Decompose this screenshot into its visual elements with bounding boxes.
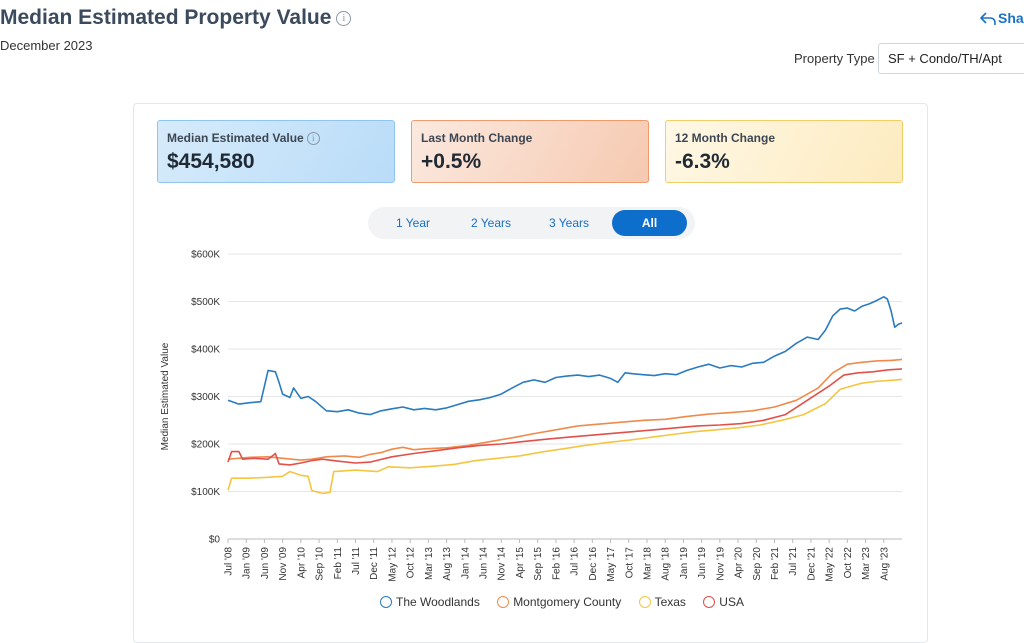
- x-tick-label: Jul '11: [351, 547, 362, 575]
- legend-marker-icon: [703, 596, 716, 608]
- x-tick-label: Mar '23: [861, 547, 872, 580]
- tab-all[interactable]: All: [612, 210, 687, 236]
- x-tick-label: Oct '17: [624, 547, 635, 579]
- property-value-chart: $0 $100K $200K $300K $400K $500K $600K Median E…: [160, 250, 903, 582]
- tab-2-years[interactable]: 2 Years: [470, 216, 512, 230]
- x-tick-label: Oct '12: [406, 547, 417, 579]
- info-icon[interactable]: i: [336, 10, 352, 26]
- chart-card: [133, 103, 928, 643]
- x-tick-label: Sep '20: [752, 547, 763, 581]
- y-tick-label: $200K: [191, 440, 220, 451]
- x-tick-label: Feb '11: [333, 547, 344, 580]
- range-tabs: 1 Year 2 Years 3 Years All: [368, 207, 695, 239]
- x-tick-label: Apr '15: [515, 547, 526, 579]
- series-line: [227, 368, 903, 466]
- legend-label: Montgomery County: [513, 595, 622, 609]
- property-type-select[interactable]: SF + Condo/TH/Apt: [878, 43, 1024, 74]
- share-button[interactable]: Share: [980, 10, 1024, 26]
- x-tick-label: Dec '21: [806, 547, 817, 581]
- x-tick-label: Jan '19: [679, 547, 690, 579]
- series-line: [227, 296, 903, 416]
- x-tick-label: Feb '16: [551, 547, 562, 580]
- x-tick-label: Aug '18: [661, 547, 672, 581]
- legend-label: USA: [719, 595, 744, 609]
- x-tick-label: Sep '15: [533, 547, 544, 581]
- x-tick-label: Jun '19: [697, 547, 708, 579]
- kpi-label: Median Estimated Value: [167, 131, 304, 145]
- x-tick-label: Jun '09: [260, 547, 271, 579]
- y-tick-label: $400K: [191, 345, 220, 356]
- x-tick-label: Jul '21: [788, 547, 799, 576]
- series-line: [227, 358, 903, 461]
- date-label: December 2023: [0, 38, 93, 53]
- legend-item[interactable]: The Woodlands: [380, 595, 480, 609]
- x-tick-label: Jan '09: [242, 547, 253, 579]
- x-tick-label: Nov '19: [715, 547, 726, 581]
- legend-marker-icon: [380, 596, 392, 608]
- y-axis-label: Median Estimated Value: [160, 342, 171, 450]
- legend-item[interactable]: Montgomery County: [497, 595, 621, 609]
- x-tick-label: Dec '11: [369, 547, 380, 580]
- x-tick-label: Mar '18: [642, 547, 653, 580]
- legend-label: The Woodlands: [396, 595, 480, 609]
- kpi-12-month-change: 12 Month Change -6.3%: [665, 120, 903, 183]
- tab-3-years[interactable]: 3 Years: [548, 216, 590, 230]
- x-tick-label: Aug '23: [879, 547, 890, 581]
- x-tick-label: May '17: [606, 547, 617, 582]
- tab-1-year[interactable]: 1 Year: [395, 216, 431, 230]
- y-tick-label: $0: [209, 535, 221, 546]
- x-tick-label: Aug '13: [442, 547, 453, 581]
- series-line: [227, 378, 903, 495]
- x-tick-label: Sep '10: [315, 547, 326, 581]
- x-tick-label: Apr '20: [734, 547, 745, 579]
- kpi-label: 12 Month Change: [675, 131, 776, 145]
- x-tick-label: Jul '16: [570, 547, 581, 576]
- share-icon: [980, 12, 996, 25]
- x-tick-label: Mar '13: [424, 547, 435, 580]
- y-tick-label: $500K: [191, 297, 220, 308]
- x-tick-label: May '22: [825, 547, 836, 582]
- x-tick-label: Jul '08: [224, 547, 235, 576]
- x-tick-label: Nov '09: [278, 547, 289, 581]
- x-tick-label: May '12: [387, 547, 398, 582]
- legend-marker-icon: [497, 596, 510, 608]
- legend-item[interactable]: Texas: [638, 595, 686, 609]
- x-tick-label: Oct '22: [843, 547, 854, 579]
- page-title: Median Estimated Property Value i: [0, 6, 352, 30]
- x-tick-label: Feb '21: [770, 547, 781, 580]
- info-icon[interactable]: i: [306, 132, 320, 146]
- x-tick-label: Dec '16: [588, 547, 599, 581]
- chart-legend: The Woodlands Montgomery County Texas US…: [380, 595, 758, 609]
- kpi-label: Last Month Change: [421, 131, 533, 145]
- y-tick-label: $600K: [191, 250, 220, 261]
- x-tick-label: Jan '14: [460, 547, 471, 579]
- legend-label: Texas: [654, 595, 686, 609]
- x-tick-label: Apr '10: [296, 547, 307, 579]
- kpi-median-value: Median Estimated Value i $454,580: [157, 120, 395, 183]
- x-tick-label: Nov '14: [497, 547, 508, 581]
- kpi-value: +0.5%: [421, 150, 482, 173]
- legend-marker-icon: [638, 596, 651, 608]
- kpi-last-month-change: Last Month Change +0.5%: [411, 120, 649, 183]
- share-label: Share: [998, 10, 1024, 26]
- property-type-label: Property Type: [794, 51, 875, 66]
- x-tick-label: Jun '14: [479, 547, 490, 579]
- kpi-value: -6.3%: [675, 150, 730, 173]
- kpi-value: $454,580: [167, 150, 255, 174]
- y-tick-label: $300K: [191, 392, 220, 403]
- y-tick-label: $100K: [191, 487, 220, 498]
- legend-item[interactable]: USA: [703, 595, 744, 609]
